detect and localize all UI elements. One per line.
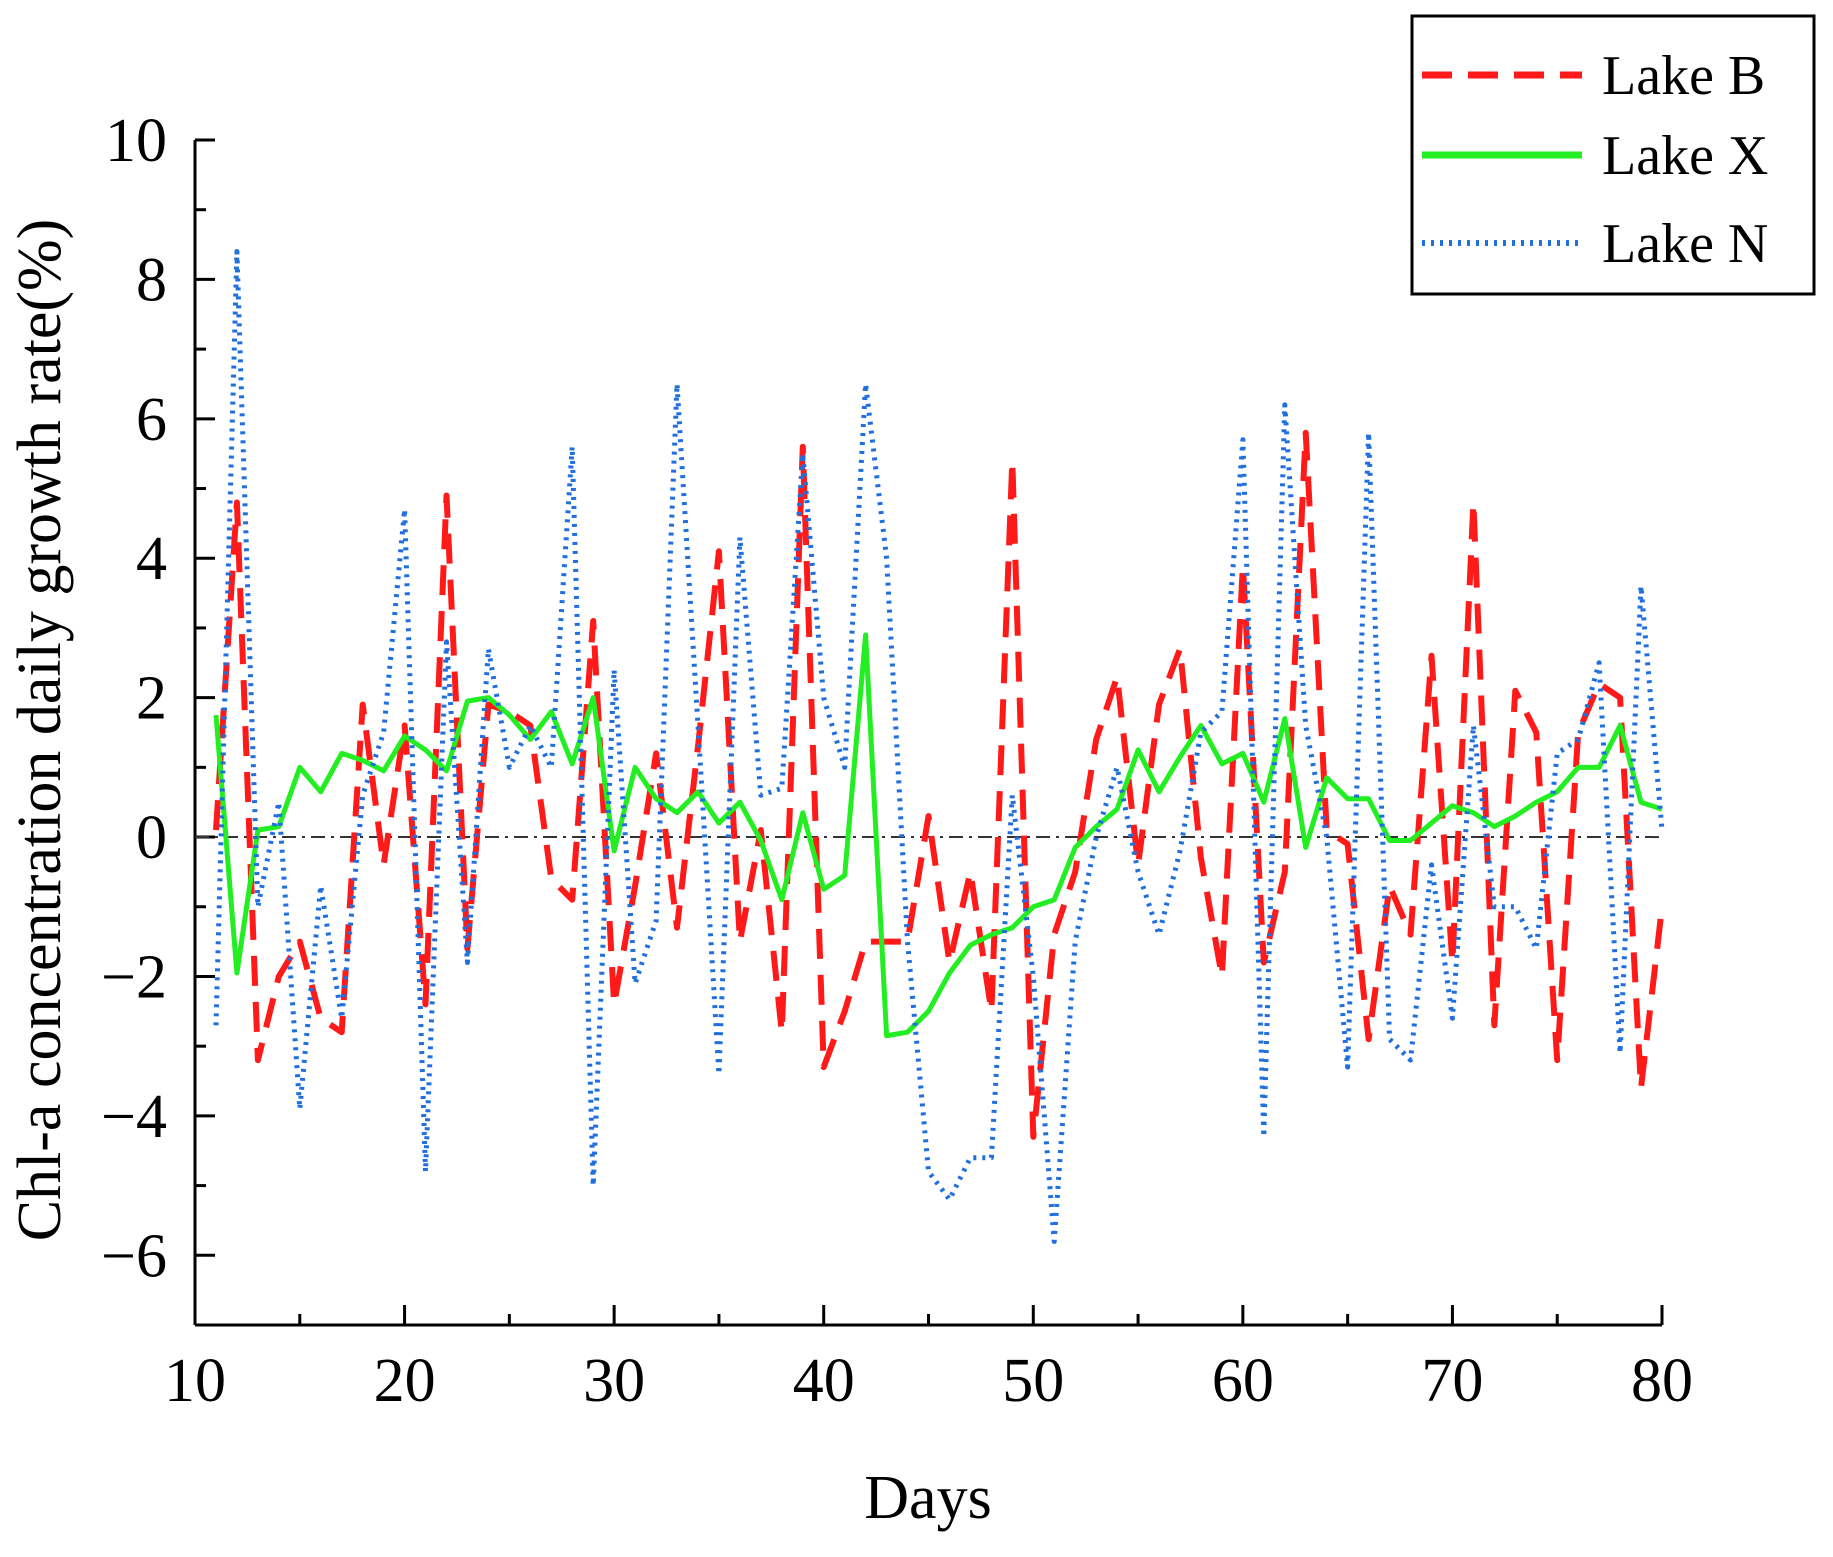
y-tick-label: 4: [136, 525, 167, 593]
y-tick-label: −4: [101, 1083, 167, 1151]
series-line-lake-x: [213, 632, 1663, 1039]
series-line-lake-n: [213, 249, 1665, 1244]
x-tick-label: 50: [1002, 1347, 1064, 1415]
legend: Lake B Lake X Lake N: [1410, 14, 1816, 296]
series-group: [213, 249, 1665, 1244]
y-tick-label: −6: [101, 1222, 167, 1290]
legend-label-lake-n: Lake N: [1602, 213, 1768, 275]
legend-label-lake-b: Lake B: [1602, 45, 1765, 107]
x-tick-label: 80: [1631, 1347, 1693, 1415]
x-tick-label: 10: [164, 1347, 226, 1415]
legend-label-lake-x: Lake X: [1602, 125, 1768, 187]
series-line-lake-b: [213, 429, 1665, 1140]
x-tick-label: 40: [793, 1347, 855, 1415]
x-tick-label: 70: [1421, 1347, 1483, 1415]
tick-labels: 10 20 30 40 50 60 70 80 −6 −4 −2 0 2 4 6 8 10: [101, 107, 1693, 1415]
axes: [193, 138, 1664, 1327]
y-tick-label: 2: [136, 665, 167, 733]
y-tick-label: 8: [136, 246, 167, 314]
y-tick-label: 10: [105, 107, 167, 175]
x-tick-label: 60: [1212, 1347, 1274, 1415]
x-tick-label: 20: [374, 1347, 436, 1415]
x-axis-title: Days: [864, 1464, 991, 1532]
x-tick-label: 30: [583, 1347, 645, 1415]
y-tick-label: 6: [136, 386, 167, 454]
y-tick-label: −2: [101, 943, 167, 1011]
y-axis-title: Chl-a concentration daily growth rate(%): [6, 219, 74, 1242]
y-tick-label: 0: [136, 804, 167, 872]
